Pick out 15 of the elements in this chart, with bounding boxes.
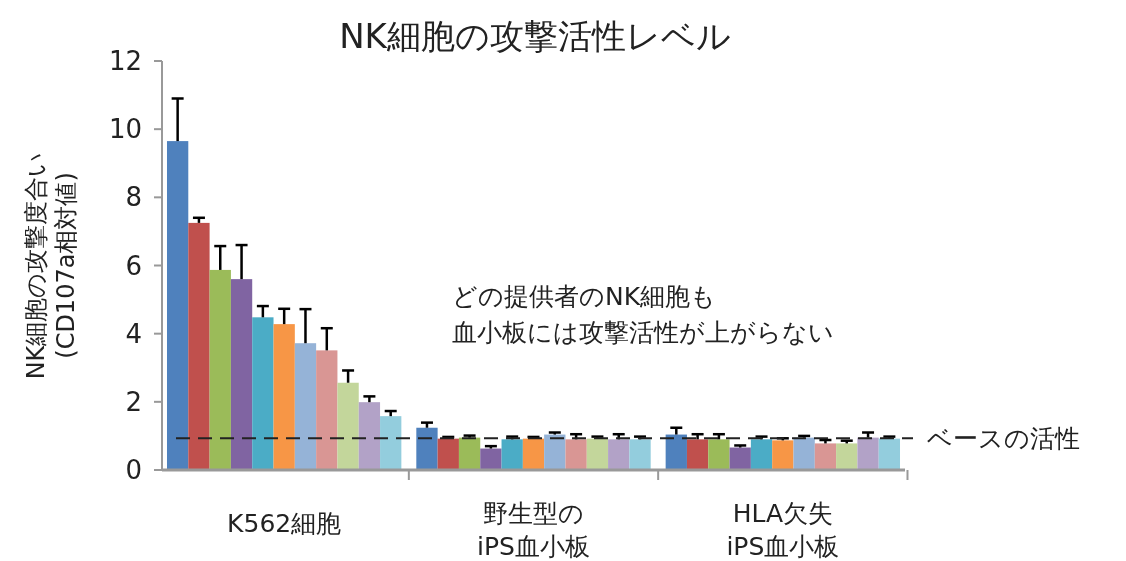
y-tick-label: 4: [125, 318, 142, 349]
y-tick-label: 10: [108, 114, 142, 145]
y-tick-label: 2: [125, 386, 142, 417]
chart-title: NK細胞の攻撃活性レベル: [339, 16, 731, 56]
x-tick-label: HLA欠失 iPS血小板: [726, 499, 840, 561]
y-tick-label: 12: [108, 46, 142, 77]
y-tick-label: 6: [125, 250, 142, 281]
y-tick-label: 0: [125, 455, 142, 486]
annotation: 血小板には攻撃活性が上がらない: [452, 318, 834, 347]
ref-line-label: ベースの活性: [927, 424, 1080, 454]
x-tick-label: 野生型の iPS血小板: [477, 499, 590, 561]
y-axis-title: NK細胞の攻撃度合い (CD107a相対値): [22, 151, 80, 380]
annotation: どの提供者のNK細胞も: [452, 282, 717, 311]
x-tick-label: K562細胞: [227, 509, 342, 538]
y-tick-label: 8: [125, 182, 142, 213]
